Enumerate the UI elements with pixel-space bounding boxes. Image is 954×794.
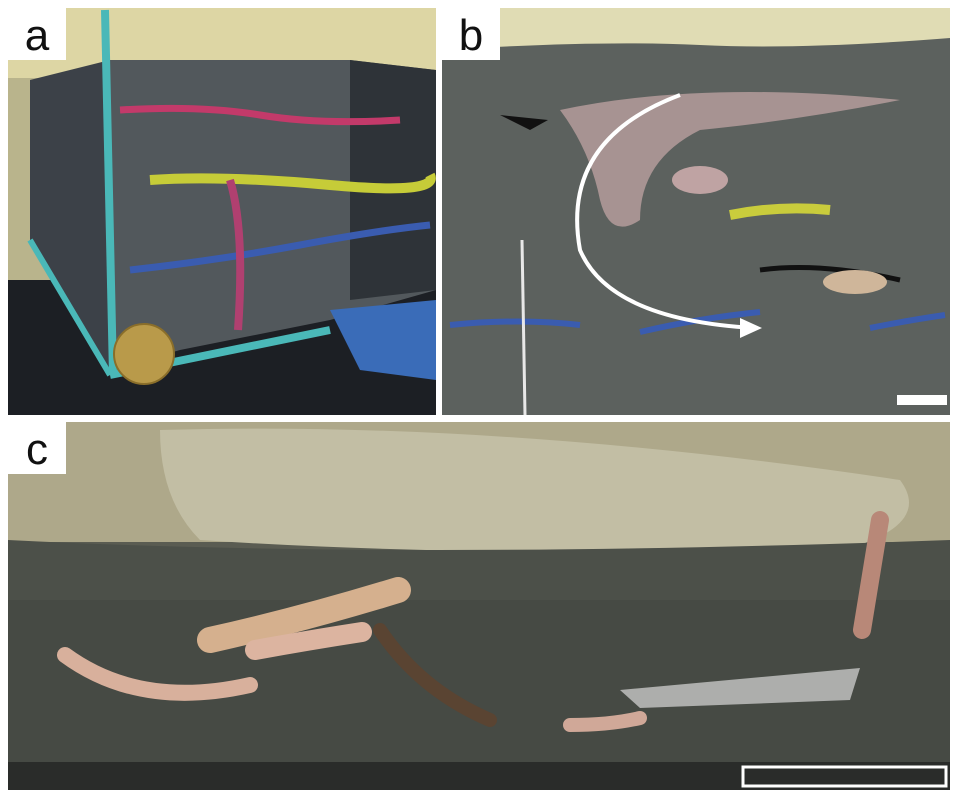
panel-b-photo xyxy=(442,8,950,415)
panel-label: c xyxy=(26,425,48,474)
figure: a b c xyxy=(0,0,954,794)
panel-label: a xyxy=(25,11,50,60)
panel-a-photo xyxy=(8,8,436,415)
panel-label: b xyxy=(459,11,483,60)
panel-c-photo xyxy=(8,422,950,790)
